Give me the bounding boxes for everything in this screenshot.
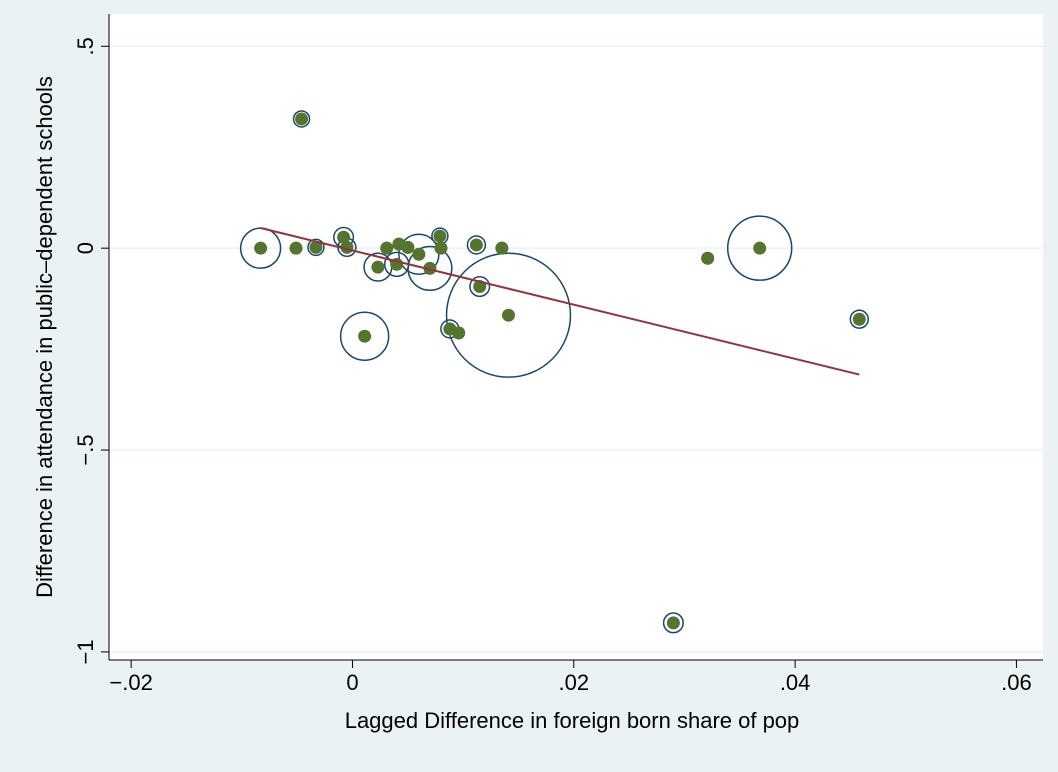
weight-ring <box>307 238 325 257</box>
point <box>495 241 509 255</box>
point <box>666 616 680 630</box>
point <box>380 241 394 255</box>
fit-line <box>260 227 860 376</box>
weight-ring <box>469 275 491 298</box>
x-axis-label: Lagged Difference in foreign born share … <box>345 708 800 733</box>
point <box>401 240 415 254</box>
plot-area <box>109 14 1043 660</box>
weight-ring <box>726 215 793 281</box>
y-axis-label: Difference in attendance in public–depen… <box>32 76 57 598</box>
weight-ring <box>339 311 390 361</box>
point <box>254 241 268 255</box>
weight-ring <box>662 612 684 634</box>
point <box>309 240 323 254</box>
point <box>412 247 426 261</box>
x-tick-label: .06 <box>1001 670 1032 695</box>
point <box>434 241 448 255</box>
weight-ring <box>466 235 487 255</box>
point <box>501 308 515 322</box>
x-tick-label: 0 <box>346 670 358 695</box>
point <box>469 238 483 252</box>
point <box>295 112 309 126</box>
y-tick-label: .5 <box>73 37 98 55</box>
weight-ring <box>292 110 311 128</box>
point <box>433 229 447 243</box>
point <box>852 312 866 326</box>
weight-ring <box>849 309 869 329</box>
y-tick-label: −1 <box>73 639 98 664</box>
point <box>701 251 715 265</box>
point <box>371 260 385 274</box>
x-tick-label: .04 <box>780 670 811 695</box>
weight-ring <box>445 252 572 378</box>
y-tick-label: 0 <box>73 242 98 254</box>
weight-ring <box>407 245 453 292</box>
point <box>753 241 767 255</box>
point <box>337 230 351 244</box>
x-tick-label: −.02 <box>109 670 152 695</box>
point <box>423 261 437 275</box>
point <box>358 329 372 343</box>
point <box>452 326 466 340</box>
x-tick-label: .02 <box>558 670 589 695</box>
y-tick-label: −.5 <box>73 434 98 465</box>
point <box>289 241 303 255</box>
